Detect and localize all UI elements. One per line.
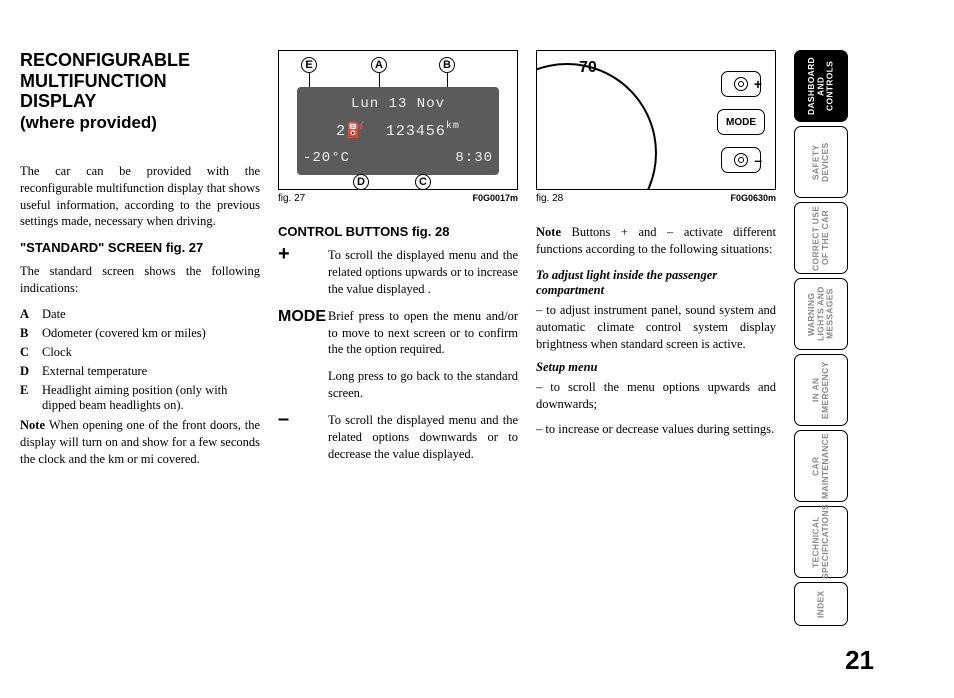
tab-index[interactable]: INDEX <box>794 582 848 626</box>
minus-symbol: – <box>278 412 328 463</box>
lcd-odo-row: 2⛽ 123456km <box>303 121 493 140</box>
definition-list: ADate BOdometer (covered km or miles) CC… <box>20 307 260 413</box>
note-1: Note When opening one of the front doors… <box>20 417 260 468</box>
lcd-date: Lun 13 Nov <box>303 96 493 112</box>
tab-specs[interactable]: TECHNICALSPECIFICATIONS <box>794 506 848 578</box>
tab-emergency[interactable]: IN ANEMERGENCY <box>794 354 848 426</box>
standard-lead: The standard screen shows the following … <box>20 263 260 297</box>
def-d: DExternal temperature <box>20 364 260 379</box>
column-3: 70 + MODE – fig. 28 F0G0630m Note Button… <box>536 50 776 626</box>
tab-safety[interactable]: SAFETYDEVICES <box>794 126 848 198</box>
def-c: CClock <box>20 345 260 360</box>
mode-symbol: MODE <box>278 308 328 359</box>
plus-item: + To scroll the displayed menu and the r… <box>278 247 518 298</box>
callout-d: D <box>353 174 369 190</box>
title-line-4: (where provided) <box>20 113 157 132</box>
title-line-3: DISPLAY <box>20 91 96 111</box>
tab-warnings[interactable]: WARNINGLIGHTS ANDMESSAGES <box>794 278 848 350</box>
standard-heading: "STANDARD" SCREEN fig. 27 <box>20 240 260 255</box>
tab-maintenance[interactable]: CARMAINTENANCE <box>794 430 848 502</box>
column-2: E A B Lun 13 Nov 2⛽ 123456km -20°C8:30 D… <box>278 50 518 626</box>
callout-c: C <box>415 174 431 190</box>
fig28-caption: fig. 28 F0G0630m <box>536 193 776 204</box>
title-line-1: RECONFIGURABLE <box>20 50 190 70</box>
controls-heading: CONTROL BUTTONS fig. 28 <box>278 224 518 239</box>
intro-text: The car can be provided with the reconfi… <box>20 163 260 231</box>
title-line-2: MULTIFUNCTION <box>20 71 167 91</box>
plus-button: + <box>721 71 761 97</box>
def-e: EHeadlight aiming position (only with di… <box>20 383 260 413</box>
setup-1: – to scroll the menu options upwards and… <box>536 379 776 413</box>
adjust-text: – to adjust instrument panel, sound syst… <box>536 302 776 353</box>
lcd-display: Lun 13 Nov 2⛽ 123456km -20°C8:30 <box>297 87 499 175</box>
mode-button: MODE <box>717 109 765 135</box>
fig27-caption: fig. 27 F0G0017m <box>278 193 518 204</box>
setup-heading: Setup menu <box>536 360 776 375</box>
mode-item: MODE Brief press to open the menu and/or… <box>278 308 518 402</box>
adjust-heading: To adjust light inside the passenger com… <box>536 268 776 298</box>
figure-27: E A B Lun 13 Nov 2⛽ 123456km -20°C8:30 D… <box>278 50 518 190</box>
column-1: RECONFIGURABLE MULTIFUNCTION DISPLAY (wh… <box>20 50 260 626</box>
def-b: BOdometer (covered km or miles) <box>20 326 260 341</box>
figure-28: 70 + MODE – <box>536 50 776 190</box>
plus-symbol: + <box>278 247 328 298</box>
note-2: Note Buttons + and – activate different … <box>536 224 776 258</box>
def-a: ADate <box>20 307 260 322</box>
tab-dashboard[interactable]: DASHBOARDAND CONTROLS <box>794 50 848 122</box>
callout-a: A <box>371 57 387 73</box>
callout-e: E <box>301 57 317 73</box>
tab-correct-use[interactable]: CORRECT USEOF THE CAR <box>794 202 848 274</box>
minus-button: – <box>721 147 761 173</box>
gauge-arc <box>536 63 657 190</box>
sidebar-tabs: DASHBOARDAND CONTROLS SAFETYDEVICES CORR… <box>794 50 848 626</box>
setup-2: – to increase or decrease values during … <box>536 421 776 438</box>
minus-item: – To scroll the displayed menu and the r… <box>278 412 518 463</box>
page-layout: RECONFIGURABLE MULTIFUNCTION DISPLAY (wh… <box>20 50 934 626</box>
callout-b: B <box>439 57 455 73</box>
lcd-bottom-row: -20°C8:30 <box>303 150 493 166</box>
page-number: 21 <box>845 645 874 676</box>
page-title: RECONFIGURABLE MULTIFUNCTION DISPLAY (wh… <box>20 50 260 133</box>
